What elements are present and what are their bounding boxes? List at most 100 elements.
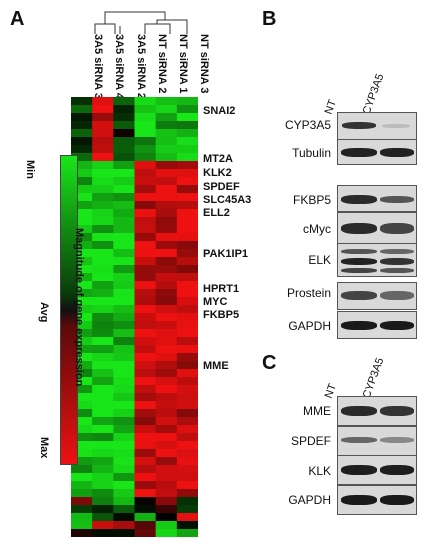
heatmap-cell bbox=[155, 201, 178, 210]
heatmap-cell bbox=[113, 185, 135, 194]
heatmap-cell bbox=[176, 129, 198, 138]
heatmap-cell bbox=[113, 193, 135, 202]
heatmap-cell bbox=[155, 273, 178, 282]
heatmap-cell bbox=[176, 369, 198, 378]
lane-label-cyp3a5: CYP3A5 bbox=[360, 72, 387, 116]
heatmap-cell bbox=[155, 393, 178, 402]
heatmap-cell bbox=[155, 305, 178, 314]
gene-label: SPDEF bbox=[203, 181, 240, 193]
heatmap-cell bbox=[134, 161, 157, 170]
heatmap-cell bbox=[176, 481, 198, 490]
heatmap-cell bbox=[155, 329, 178, 338]
heatmap-cell bbox=[155, 169, 178, 178]
heatmap-cell bbox=[155, 249, 178, 258]
heatmap-cell bbox=[155, 385, 178, 394]
heatmap-cell bbox=[92, 345, 114, 354]
heatmap-cell bbox=[71, 529, 93, 537]
heatmap-cell bbox=[113, 137, 135, 146]
heatmap-cell bbox=[176, 177, 198, 186]
heatmap-cell bbox=[176, 329, 198, 338]
heatmap-cell bbox=[113, 273, 135, 282]
heatmap-cell bbox=[134, 233, 157, 242]
heatmap-cell bbox=[176, 217, 198, 226]
heatmap-cell bbox=[176, 521, 198, 530]
heatmap-cell bbox=[176, 305, 198, 314]
heatmap-cell bbox=[92, 377, 114, 386]
heatmap-cell bbox=[92, 177, 114, 186]
heatmap-cell bbox=[92, 201, 114, 210]
heatmap-cell bbox=[134, 129, 157, 138]
heatmap-cell bbox=[155, 129, 178, 138]
heatmap-cell bbox=[92, 441, 114, 450]
heatmap-cell bbox=[155, 441, 178, 450]
heatmap-cell bbox=[113, 169, 135, 178]
heatmap-cell bbox=[71, 281, 93, 290]
heatmap-cell bbox=[155, 105, 178, 114]
heatmap-cell bbox=[176, 113, 198, 122]
heatmap-cell bbox=[92, 369, 114, 378]
heatmap-cell bbox=[113, 177, 135, 186]
heatmap-cell bbox=[71, 97, 93, 106]
heatmap-cell bbox=[134, 297, 157, 306]
heatmap-cell bbox=[71, 353, 93, 362]
heatmap-cell bbox=[71, 425, 93, 434]
blot-label: SPDEF bbox=[290, 434, 331, 448]
blot-tubulin bbox=[337, 139, 417, 165]
heatmap-cell bbox=[155, 449, 178, 458]
heatmap-cell bbox=[134, 521, 157, 530]
heatmap-cell bbox=[71, 121, 93, 130]
heatmap-cell bbox=[92, 145, 114, 154]
heatmap-cell bbox=[176, 241, 198, 250]
blot-label: KLK bbox=[308, 464, 331, 478]
heatmap-cell bbox=[92, 457, 114, 466]
heatmap-cell bbox=[113, 361, 135, 370]
blot-gapdh-c bbox=[337, 485, 417, 515]
heatmap-cell bbox=[155, 481, 178, 490]
gene-label: SLC45A3 bbox=[203, 194, 252, 206]
scale-title: Magnitude of gene expression bbox=[73, 228, 85, 387]
heatmap-cell bbox=[176, 297, 198, 306]
heatmap-cell bbox=[176, 281, 198, 290]
heatmap-cell bbox=[71, 225, 93, 234]
heatmap-cell bbox=[113, 449, 135, 458]
heatmap-cell bbox=[113, 441, 135, 450]
blot-label: ELK bbox=[308, 253, 331, 267]
heatmap-cell bbox=[134, 289, 157, 298]
heatmap-cell bbox=[155, 233, 178, 242]
heatmap-cell bbox=[134, 401, 157, 410]
heatmap-cell bbox=[176, 313, 198, 322]
heatmap-cell bbox=[155, 369, 178, 378]
heatmap-cell bbox=[71, 305, 93, 314]
heatmap-cell bbox=[134, 273, 157, 282]
heatmap-cell bbox=[134, 265, 157, 274]
heatmap bbox=[71, 97, 198, 537]
heatmap-cell bbox=[71, 273, 93, 282]
gene-label: HPRT1 bbox=[203, 283, 240, 295]
heatmap-cell bbox=[92, 313, 114, 322]
heatmap-cell bbox=[134, 169, 157, 178]
heatmap-cell bbox=[134, 137, 157, 146]
heatmap-cell bbox=[113, 201, 135, 210]
heatmap-cell bbox=[71, 265, 93, 274]
heatmap-cell bbox=[71, 417, 93, 426]
blot-prostein bbox=[337, 282, 417, 310]
heatmap-cell bbox=[71, 377, 93, 386]
heatmap-cell bbox=[134, 249, 157, 258]
heatmap-cell bbox=[71, 513, 93, 522]
heatmap-cell bbox=[92, 417, 114, 426]
heatmap-cell bbox=[71, 345, 93, 354]
heatmap-cell bbox=[176, 409, 198, 418]
heatmap-cell bbox=[155, 185, 178, 194]
heatmap-cell bbox=[71, 241, 93, 250]
heatmap-cell bbox=[71, 497, 93, 506]
heatmap-cell bbox=[92, 449, 114, 458]
heatmap-cell bbox=[113, 297, 135, 306]
gene-label: FKBP5 bbox=[203, 309, 240, 321]
heatmap-cell bbox=[113, 465, 135, 474]
heatmap-cell bbox=[134, 209, 157, 218]
heatmap-cell bbox=[113, 401, 135, 410]
heatmap-cell bbox=[71, 145, 93, 154]
heatmap-cell bbox=[134, 489, 157, 498]
heatmap-cell bbox=[71, 177, 93, 186]
heatmap-cell bbox=[155, 217, 178, 226]
